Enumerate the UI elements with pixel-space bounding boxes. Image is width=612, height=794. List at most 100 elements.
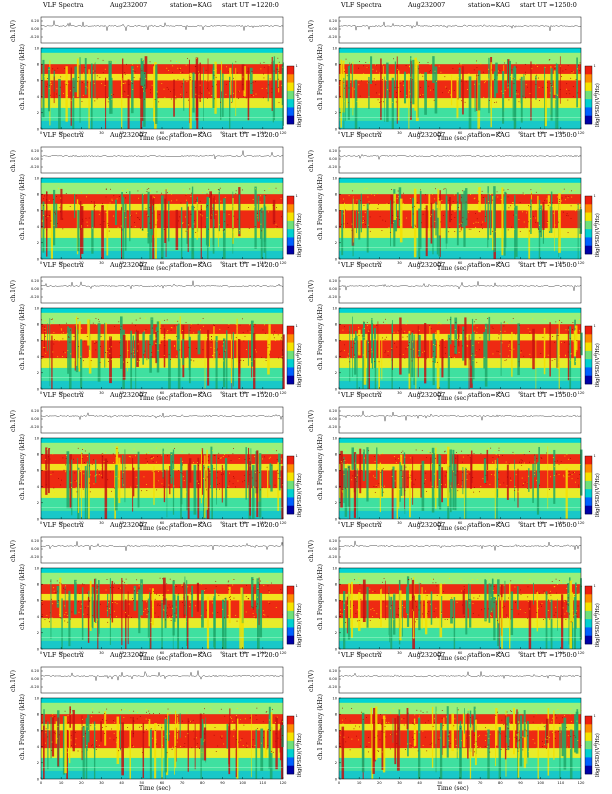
y-tick-label: 4: [335, 485, 338, 489]
x-tick-label: 0: [40, 131, 43, 135]
colorbar-tick-label: -1: [594, 252, 598, 256]
top-y-tick-label: 0.20: [329, 409, 338, 413]
x-tick-label: 20: [377, 261, 382, 265]
panel-start-ut: =1520:0: [251, 391, 279, 399]
x-tick-label: 90: [220, 521, 225, 525]
x-tick-label: 50: [140, 261, 145, 265]
x-tick-label: 120: [280, 521, 288, 525]
top-y-tick-label: 0.20: [329, 19, 338, 23]
panel-start-label: start UT: [222, 651, 249, 659]
x-tick-label: 80: [498, 781, 503, 785]
colorbar: [286, 65, 295, 125]
panel-date: Aug232007: [110, 261, 148, 269]
x-tick-label: 120: [280, 651, 288, 655]
panel-title: VLF Spectra: [341, 131, 382, 139]
colorbar-tick-label: 0: [296, 743, 299, 747]
x-tick-label: 40: [417, 261, 422, 265]
spectrogram-heatmap: [339, 438, 583, 519]
colorbar-tick-label: 0: [296, 353, 299, 357]
spectrogram-heatmap: [339, 698, 582, 779]
top-y-tick-label: -0.20: [30, 685, 40, 689]
x-tick-label: 120: [578, 391, 586, 395]
panel-plot: 0.200.00-0.200 10 20 30 40 50 60 70 80 90 100 110 12…: [328, 146, 598, 265]
panel-station: station=KAG: [170, 131, 212, 139]
x-tick-label: 20: [377, 651, 382, 655]
x-tick-label: 50: [438, 391, 443, 395]
x-tick-label: 30: [397, 651, 402, 655]
x-tick-label: 20: [79, 261, 84, 265]
x-tick-label: 100: [537, 781, 545, 785]
panel-start-label: start UT: [222, 131, 249, 139]
x-axis-label: Time (sec): [437, 655, 469, 662]
colorbar-tick-label: 0: [296, 93, 299, 97]
colorbar-tick-label: -1: [296, 122, 300, 126]
panel-station: station=KAG: [468, 261, 510, 269]
x-tick-label: 30: [99, 261, 104, 265]
x-tick-label: 90: [220, 781, 225, 785]
x-tick-label: 60: [160, 521, 165, 525]
panel-start-label: start UT: [222, 1, 249, 9]
y-tick-label: 8: [335, 713, 338, 717]
colorbar-tick-label: 0: [594, 223, 597, 227]
panel-plot: 0.200.00-0.200 10 20 30 40 50 60 70 80 90 100 110 12…: [328, 666, 597, 785]
panel-station: station=KAG: [468, 521, 510, 529]
x-tick-label: 70: [478, 261, 483, 265]
y-tick-label: 10: [34, 46, 39, 50]
spectrogram-heatmap: [339, 568, 582, 649]
x-tick-label: 90: [518, 521, 523, 525]
x-tick-label: 60: [160, 781, 165, 785]
y-tick-label: 10: [332, 306, 337, 310]
x-tick-label: 100: [239, 651, 247, 655]
colorbar-tick-label: 1: [594, 194, 596, 198]
colorbar-tick-label: -1: [296, 382, 300, 386]
y-tick-label: 10: [332, 566, 337, 570]
colorbar-tick-label: 0: [296, 613, 299, 617]
y-tick-label: 10: [332, 46, 337, 50]
y-tick-label: 0: [37, 517, 40, 521]
x-tick-label: 20: [79, 781, 84, 785]
colorbar-tick-label: -1: [296, 512, 300, 516]
x-tick-label: 0: [40, 521, 43, 525]
colorbar-tick-label: 0: [594, 743, 597, 747]
panel-start-label: start UT: [222, 391, 249, 399]
x-tick-label: 10: [59, 781, 64, 785]
x-tick-label: 20: [377, 781, 382, 785]
colorbar-tick-label: -1: [296, 252, 300, 256]
spectrogram-heatmap: [339, 308, 583, 389]
x-axis-label: Time (sec): [437, 395, 469, 402]
panel-station: station=KAG: [468, 131, 510, 139]
x-tick-label: 60: [160, 131, 165, 135]
x-tick-label: 40: [119, 261, 124, 265]
x-tick-label: 90: [220, 131, 225, 135]
x-tick-label: 110: [557, 781, 565, 785]
colorbar-tick-label: 1: [296, 714, 298, 718]
x-tick-label: 0: [40, 391, 43, 395]
x-tick-label: 60: [458, 261, 463, 265]
colorbar-tick-label: 1: [296, 454, 298, 458]
x-tick-label: 110: [557, 261, 565, 265]
x-tick-label: 20: [79, 391, 84, 395]
y-tick-label: 0: [335, 517, 338, 521]
x-tick-label: 10: [59, 391, 64, 395]
x-tick-label: 60: [160, 651, 165, 655]
x-tick-label: 10: [357, 651, 362, 655]
top-y-tick-label: -0.20: [30, 425, 40, 429]
x-tick-label: 40: [119, 391, 124, 395]
x-tick-label: 10: [59, 521, 64, 525]
x-tick-label: 80: [498, 521, 503, 525]
spectrogram-panel: VLF Spectra Aug232007 station=KAG start UT =…: [308, 652, 608, 792]
top-y-tick-label: 0.00: [31, 417, 40, 421]
x-tick-label: 90: [518, 261, 523, 265]
top-y-tick-label: 0.00: [329, 287, 338, 291]
x-tick-label: 90: [518, 781, 523, 785]
panel-date: Aug232007: [110, 651, 148, 659]
top-y-tick-label: -0.20: [328, 35, 338, 39]
x-tick-label: 50: [140, 651, 145, 655]
waveform-frame: [40, 536, 284, 564]
top-y-tick-label: 0.20: [31, 279, 40, 283]
waveform-line: [338, 540, 582, 551]
y-tick-label: 2: [335, 631, 337, 635]
y-tick-label: 0: [37, 257, 40, 261]
panel-start-ut: =1420:0: [251, 261, 279, 269]
x-tick-label: 30: [99, 391, 104, 395]
